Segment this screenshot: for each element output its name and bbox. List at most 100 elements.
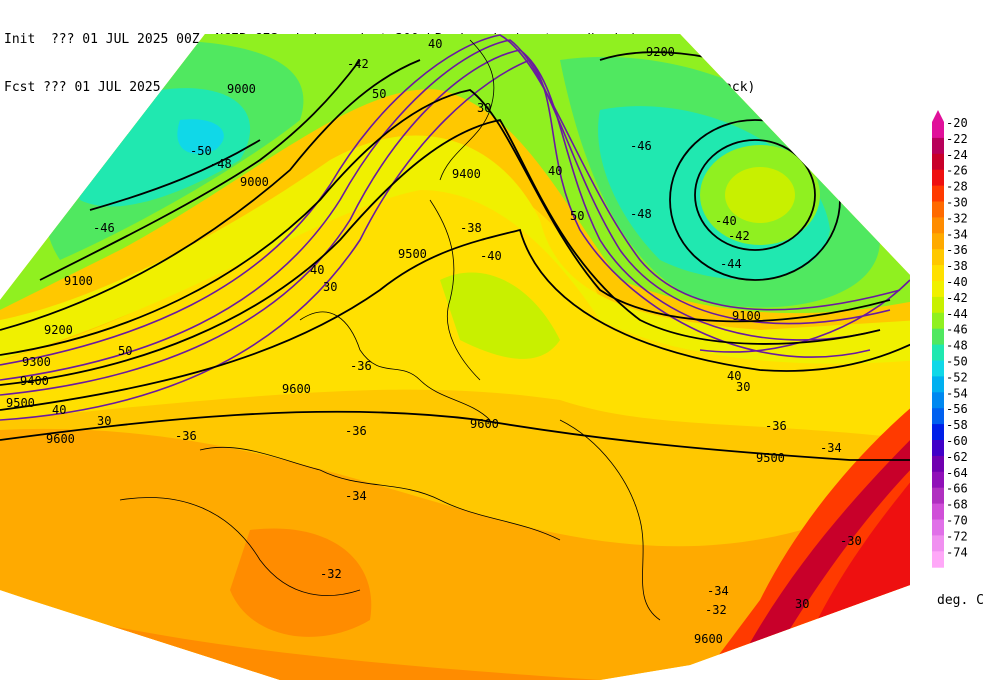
temp-label--46b: -46 <box>630 139 652 153</box>
wind-label-30: 30 <box>477 101 491 115</box>
legend-labels: -20 -22 -24 -26 -28 -30-32 -34 -36 -38 -40 -42 -44 -… <box>946 116 968 559</box>
legend-swatch <box>932 185 944 202</box>
legend-label: -42 <box>946 291 968 305</box>
temp-label--34: -34 <box>345 489 367 503</box>
legend-swatch <box>932 535 944 552</box>
legend-swatch <box>932 122 944 139</box>
wind-label-40c: 40 <box>52 403 66 417</box>
legend-swatch <box>932 344 944 361</box>
wind-label-40d: 40 <box>548 164 562 178</box>
temp-label--48: -48 <box>210 157 232 171</box>
legend-label: -68 <box>946 498 968 512</box>
legend-label: -36 <box>946 243 968 257</box>
temp-label--32b: -32 <box>705 603 727 617</box>
height-label-9400b: 9400 <box>452 167 481 181</box>
temp-band--32-iberia <box>230 528 372 637</box>
legend-swatch <box>932 217 944 234</box>
legend-label: -66 <box>946 482 968 496</box>
legend-label: -22 <box>946 132 968 146</box>
temp-band--24 <box>730 430 910 680</box>
height-label-9600c: 9600 <box>470 417 499 431</box>
legend-swatch <box>932 360 944 377</box>
wind-label-40: 40 <box>428 37 442 51</box>
temp-label--40b: -40 <box>480 249 502 263</box>
height-label-9200: 9200 <box>44 323 73 337</box>
legend-top-arrow <box>932 110 944 122</box>
legend-swatch <box>932 440 944 457</box>
temp-label--50: -50 <box>190 144 212 158</box>
legend-label: -62 <box>946 450 968 464</box>
legend-swatch <box>932 312 944 330</box>
legend-label: -60 <box>946 434 968 448</box>
height-label-9500b: 9500 <box>398 247 427 261</box>
legend-swatch <box>932 551 944 568</box>
wind-label-50b: 50 <box>118 344 132 358</box>
wind-labels: 40 50 30 40 30 50 40 30 40 50 40 30 30 <box>52 37 809 611</box>
temp-label--30: -30 <box>840 534 862 548</box>
legend-units: deg. C <box>937 593 984 608</box>
legend-label: -32 <box>946 211 968 225</box>
temp-label--34c: -34 <box>707 584 729 598</box>
wind-label-40b: 40 <box>310 263 324 277</box>
temp-label--40: -40 <box>715 214 737 228</box>
temp-label--36d: -36 <box>765 419 787 433</box>
temp-label--34b: -34 <box>820 441 842 455</box>
temp-label--46: -46 <box>93 221 115 235</box>
legend-swatch <box>932 169 944 187</box>
temp-label--44: -44 <box>720 257 742 271</box>
temp-label--42b: -42 <box>728 229 750 243</box>
legend-swatch <box>932 328 944 346</box>
weather-map: 9000 9000 9100 9100 9200 9200 9300 9400 … <box>0 34 910 680</box>
wind-contours <box>0 34 910 421</box>
legend-swatch <box>932 487 944 505</box>
height-label-9000: 9000 <box>227 82 256 96</box>
wind-label-40e: 40 <box>727 369 741 383</box>
height-label-9600d: 9600 <box>694 632 723 646</box>
legend-label: -34 <box>946 227 968 241</box>
temp-label--36c: -36 <box>175 429 197 443</box>
legend-swatch <box>932 471 944 489</box>
legend-label: -72 <box>946 529 968 543</box>
wind-label-30e: 30 <box>795 597 809 611</box>
legend-label: -54 <box>946 386 968 400</box>
legend-swatch <box>932 392 944 409</box>
wind-label-30d: 30 <box>736 380 750 394</box>
height-label-9200b: 9200 <box>646 45 675 59</box>
legend-label: -20 <box>946 116 968 130</box>
height-label-9500c: 9500 <box>756 451 785 465</box>
coastlines <box>119 39 661 621</box>
legend-swatches <box>932 110 944 568</box>
legend-swatch <box>932 201 944 218</box>
height-label-9300: 9300 <box>22 355 51 369</box>
legend-label: -58 <box>946 418 968 432</box>
height-label-9600b: 9600 <box>282 382 311 396</box>
legend-label: -56 <box>946 402 968 416</box>
legend-swatch <box>932 233 944 250</box>
legend-label: -48 <box>946 339 968 353</box>
temp-band--34 <box>0 428 910 680</box>
height-label-9000b: 9000 <box>240 175 269 189</box>
legend-label: -64 <box>946 466 968 480</box>
color-legend: -20 -22 -24 -26 -28 -30-32 -34 -36 -38 -40 -42 -44 -… <box>932 110 968 568</box>
legend-label: -38 <box>946 259 968 273</box>
height-labels: 9000 9000 9100 9100 9200 9200 9300 9400 … <box>6 45 785 646</box>
legend-label: -28 <box>946 180 968 194</box>
legend-label: -70 <box>946 514 968 528</box>
legend-label: -52 <box>946 370 968 384</box>
temp-band--50-nw <box>177 119 224 154</box>
temp-label--36b: -36 <box>345 424 367 438</box>
legend-swatch <box>932 455 944 473</box>
temp-label--48b: -48 <box>630 207 652 221</box>
legend-swatch <box>932 137 944 155</box>
height-label-9500: 9500 <box>6 396 35 410</box>
low-core-inner <box>725 167 795 223</box>
wind-label-30b: 30 <box>323 280 337 294</box>
temp-label--38: -38 <box>460 221 482 235</box>
temp-labels: -50 -48 -46 -42 -46 -48 -40 -42 -44 -38 … <box>93 57 862 617</box>
height-label-9400: 9400 <box>20 374 49 388</box>
wind-label-50: 50 <box>372 87 386 101</box>
legend-swatch <box>932 249 944 266</box>
height-label-9600: 9600 <box>46 432 75 446</box>
height-label-9100b: 9100 <box>732 309 761 323</box>
wind-label-50c: 50 <box>570 209 584 223</box>
